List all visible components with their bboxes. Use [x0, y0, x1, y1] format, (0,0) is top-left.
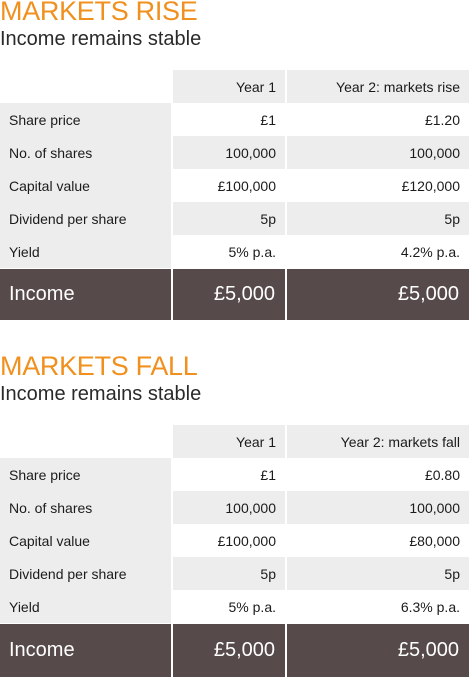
table-header-row: Year 1 Year 2: markets fall — [0, 425, 469, 458]
income-year2-value: £5,000 — [287, 624, 469, 677]
year1-value: £100,000 — [217, 532, 276, 549]
header-label-cell — [0, 425, 171, 458]
table-row-dividend-per-share: Dividend per share 5p 5p — [0, 557, 469, 590]
markets-rise-section: MARKETS RISE Income remains stable Year … — [0, 0, 469, 320]
year1-value: 100,000 — [173, 136, 285, 169]
table-row-dividend-per-share: Dividend per share 5p 5p — [0, 202, 469, 235]
section-subtitle: Income remains stable — [0, 383, 202, 405]
column-header-year1: Year 1 — [173, 70, 285, 103]
section-title: MARKETS FALL — [0, 351, 198, 381]
year2-value: £1.20 — [424, 111, 460, 128]
table-row-income: Income £5,000 £5,000 — [0, 269, 469, 320]
table-row-yield: Yield 5% p.a. 6.3% p.a. — [0, 590, 469, 623]
table-row-share-price: Share price £1 £0.80 — [0, 458, 469, 491]
table-row-no-of-shares: No. of shares 100,000 100,000 — [0, 136, 469, 169]
row-label: Capital value — [0, 524, 171, 557]
year2-value: 5p — [287, 557, 469, 590]
row-label: No. of shares — [0, 491, 171, 524]
year1-value: 5p — [173, 557, 285, 590]
year2-value: 4.2% p.a. — [400, 243, 460, 260]
markets-fall-section: MARKETS FALL Income remains stable Year … — [0, 351, 469, 677]
column-header-year2: Year 2: markets fall — [287, 425, 469, 458]
section-subtitle: Income remains stable — [0, 28, 202, 50]
year2-value: 6.3% p.a. — [400, 598, 460, 615]
year2-value: 100,000 — [287, 491, 469, 524]
row-label: Share price — [0, 103, 171, 136]
income-year2-value: £5,000 — [287, 269, 469, 320]
table-header-row: Year 1 Year 2: markets rise — [0, 70, 469, 103]
column-header-year1: Year 1 — [173, 425, 285, 458]
income-year1-value: £5,000 — [173, 269, 285, 320]
table-row-capital-value: Capital value £100,000 £80,000 — [0, 524, 469, 557]
income-label: Income — [0, 269, 171, 320]
year1-value: 5% p.a. — [228, 243, 276, 260]
table-row-no-of-shares: No. of shares 100,000 100,000 — [0, 491, 469, 524]
row-label: Dividend per share — [0, 557, 171, 590]
income-year1-value: £5,000 — [173, 624, 285, 677]
year2-value: 100,000 — [287, 136, 469, 169]
row-label: No. of shares — [0, 136, 171, 169]
year1-value: 5% p.a. — [228, 598, 276, 615]
table-row-income: Income £5,000 £5,000 — [0, 624, 469, 677]
year2-value: £0.80 — [424, 466, 460, 483]
header-label-cell — [0, 70, 171, 103]
table-row-share-price: Share price £1 £1.20 — [0, 103, 469, 136]
year2-value: 5p — [287, 202, 469, 235]
row-label: Yield — [0, 590, 171, 623]
year1-value: £1 — [260, 111, 276, 128]
year2-value: £120,000 — [401, 177, 460, 194]
section-title: MARKETS RISE — [0, 0, 198, 26]
row-label: Yield — [0, 235, 171, 268]
year2-value: £80,000 — [409, 532, 460, 549]
year1-value: £100,000 — [217, 177, 276, 194]
row-label: Dividend per share — [0, 202, 171, 235]
year1-value: £1 — [260, 466, 276, 483]
year1-value: 100,000 — [173, 491, 285, 524]
table-row-yield: Yield 5% p.a. 4.2% p.a. — [0, 235, 469, 268]
row-label: Capital value — [0, 169, 171, 202]
table-row-capital-value: Capital value £100,000 £120,000 — [0, 169, 469, 202]
row-label: Share price — [0, 458, 171, 491]
column-header-year2: Year 2: markets rise — [287, 70, 469, 103]
income-label: Income — [0, 624, 171, 677]
year1-value: 5p — [173, 202, 285, 235]
